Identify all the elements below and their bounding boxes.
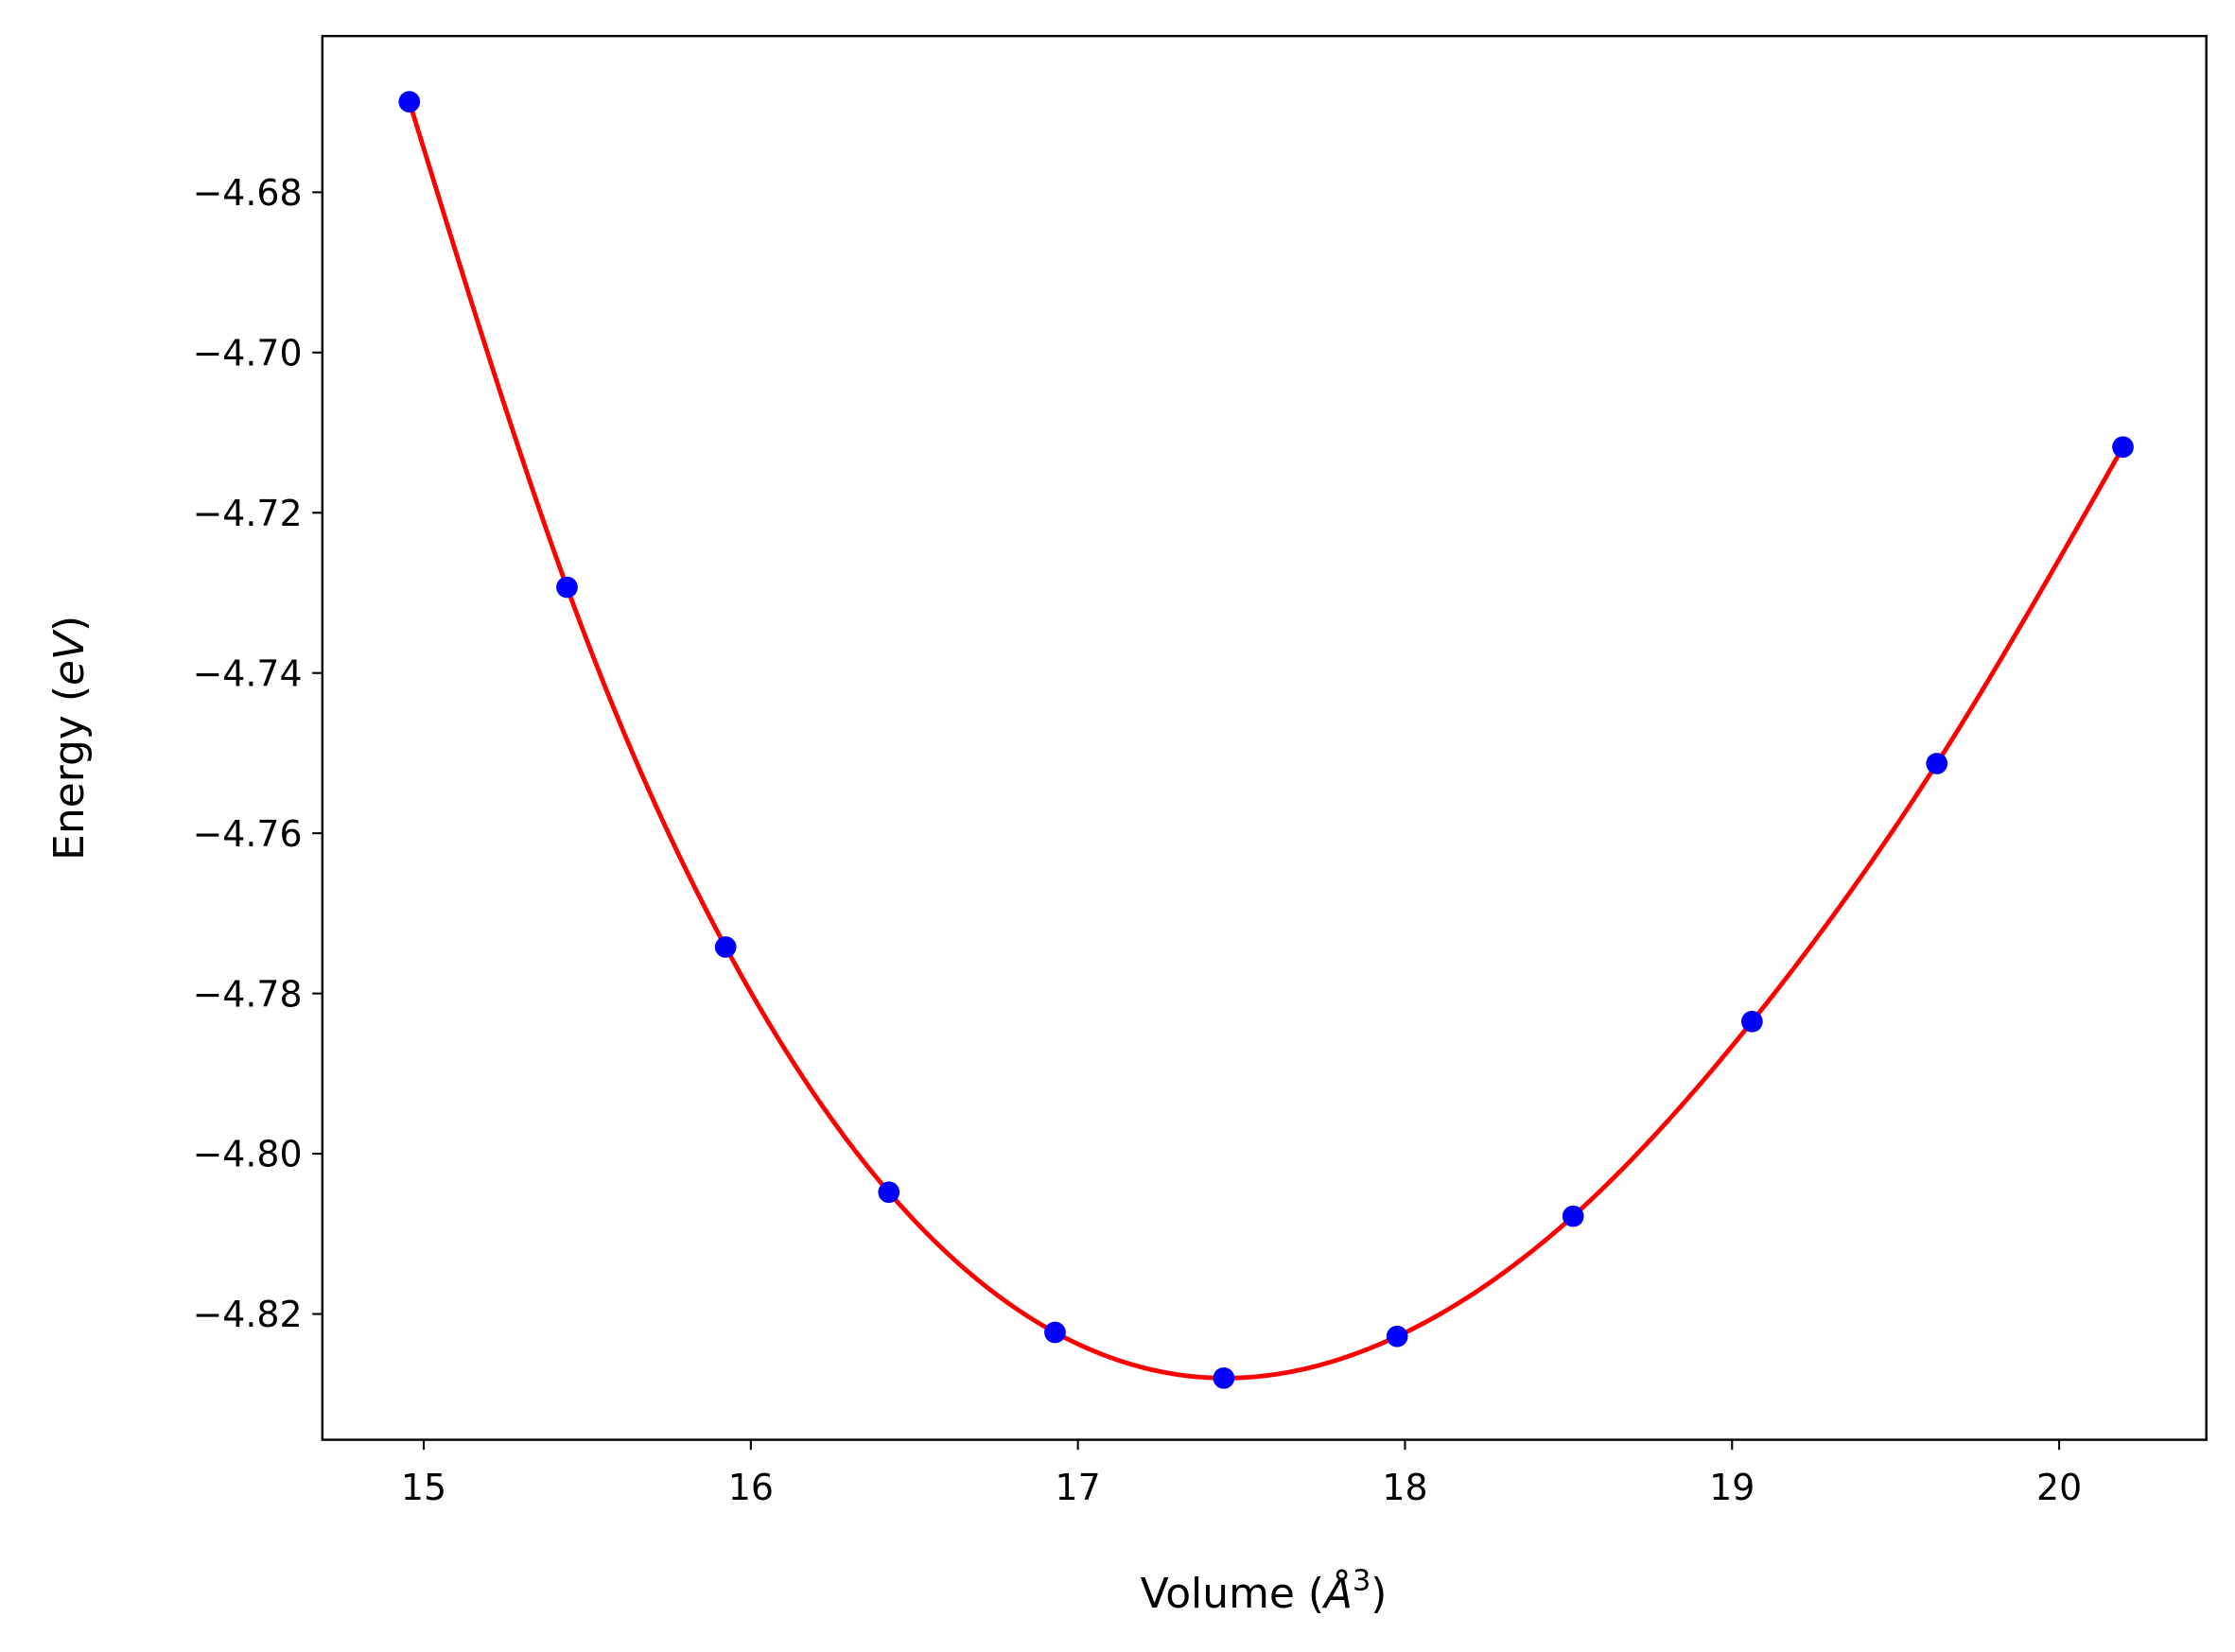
data-point (714, 936, 737, 958)
data-point (1386, 1325, 1408, 1348)
data-point (556, 576, 578, 599)
y-tick-label: −4.68 (193, 172, 303, 214)
axes-frame (321, 34, 2208, 1441)
data-point (398, 91, 421, 113)
data-point (1044, 1321, 1066, 1344)
y-tick-label: −4.70 (193, 332, 303, 374)
y-axis-ticks: −4.68 −4.70 −4.72 −4.74 −4.76 −4.78 −4.80 −4.82 (193, 172, 323, 1335)
y-tick-label: −4.72 (193, 493, 303, 534)
x-tick-label: 19 (1709, 1467, 1755, 1508)
x-axis-label: Volume (Å3) (1141, 1565, 1388, 1618)
data-point (1741, 1010, 1763, 1033)
data-point (878, 1181, 900, 1204)
data-points-layer (398, 91, 2134, 1389)
y-tick-label: −4.82 (193, 1294, 303, 1335)
fit-curve-layer (407, 100, 2125, 1381)
x-tick-label: 18 (1382, 1467, 1427, 1508)
x-tick-label: 15 (401, 1467, 446, 1508)
y-tick-label: −4.78 (193, 973, 303, 1015)
data-point (2112, 436, 2134, 459)
data-point (1562, 1205, 1584, 1227)
y-tick-label: −4.74 (193, 652, 303, 694)
y-tick-label: −4.76 (193, 813, 303, 855)
data-point (1213, 1366, 1235, 1389)
x-tick-label: 16 (728, 1467, 774, 1508)
y-tick-label: −4.80 (193, 1134, 303, 1175)
x-axis-ticks: 15 16 17 18 19 20 (401, 1439, 2082, 1508)
data-point (1926, 753, 1948, 774)
y-axis-label: Energy (eV) (45, 616, 94, 861)
fit-curve (407, 100, 2125, 1381)
x-tick-label: 20 (2036, 1467, 2082, 1508)
x-tick-label: 17 (1056, 1467, 1101, 1508)
